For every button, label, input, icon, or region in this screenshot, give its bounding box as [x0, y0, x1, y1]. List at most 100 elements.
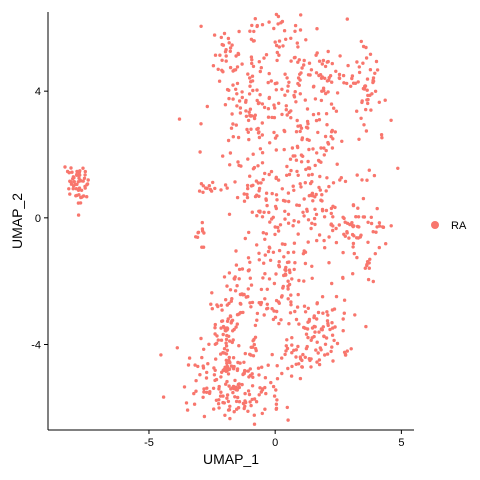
data-point-757 [272, 309, 276, 313]
data-point-1013 [251, 375, 255, 379]
data-point-828 [216, 304, 220, 309]
data-point-128 [277, 45, 281, 49]
data-point-456 [296, 173, 300, 177]
data-point-602 [256, 164, 260, 168]
data-point-503 [292, 188, 296, 192]
data-point-431 [329, 134, 333, 139]
data-point-702 [257, 258, 261, 262]
data-point-556 [305, 209, 309, 213]
data-point-779 [227, 271, 232, 275]
data-point-1075 [226, 372, 231, 376]
data-point-609 [265, 203, 269, 208]
data-point-146 [276, 22, 280, 26]
data-point-768 [228, 288, 233, 292]
data-point-927 [301, 352, 305, 357]
data-point-422 [289, 168, 293, 173]
data-point-791 [239, 302, 243, 306]
data-point-624 [352, 251, 356, 256]
data-point-841 [353, 313, 357, 317]
data-point-1053 [256, 366, 261, 370]
data-point-760 [272, 281, 277, 286]
data-point-558 [286, 221, 291, 225]
data-point-510 [234, 249, 238, 253]
data-point-1110 [237, 400, 242, 404]
data-point-789 [228, 314, 233, 318]
data-point-706 [297, 278, 301, 283]
data-point-534 [318, 188, 322, 192]
data-point-525 [327, 261, 331, 265]
data-point-447 [237, 163, 241, 168]
data-point-605 [275, 198, 279, 202]
scatter-points [63, 12, 400, 426]
data-point-89 [221, 70, 225, 74]
data-point-514 [306, 218, 311, 222]
data-point-630 [356, 206, 360, 210]
data-point-110 [309, 68, 314, 72]
data-point-498 [325, 176, 329, 180]
data-point-358 [340, 139, 344, 143]
data-point-94 [216, 67, 220, 72]
data-point-595 [255, 214, 259, 218]
data-point-108 [296, 45, 300, 49]
data-point-102 [250, 58, 254, 62]
data-point-904 [326, 313, 330, 317]
data-point-880 [306, 335, 310, 340]
data-point-314 [356, 80, 360, 84]
data-point-753 [255, 318, 259, 322]
data-point-585 [254, 179, 259, 183]
data-point-614 [257, 186, 262, 191]
data-point-864 [330, 345, 334, 349]
data-point-761 [293, 309, 297, 314]
data-point-165 [274, 88, 278, 92]
data-point-348 [244, 109, 248, 113]
data-point-659 [363, 266, 367, 270]
data-point-95 [230, 43, 234, 47]
data-point-380 [264, 191, 269, 195]
y-axis-title: UMAP_2 [9, 193, 25, 249]
data-point-475 [331, 215, 335, 219]
data-point-40 [71, 187, 75, 191]
data-point-480 [286, 250, 290, 255]
data-point-445 [314, 118, 319, 123]
data-point-1002 [202, 387, 206, 391]
data-point-225 [334, 109, 339, 113]
data-point-669 [310, 221, 314, 225]
data-point-254 [321, 86, 326, 90]
data-point-448 [306, 159, 310, 164]
data-point-517 [331, 181, 336, 185]
data-point-157 [269, 79, 273, 83]
data-point-1037 [224, 341, 228, 345]
data-point-61 [199, 182, 204, 186]
data-point-121 [289, 36, 293, 40]
data-point-940 [231, 390, 235, 395]
data-point-381 [322, 153, 326, 157]
data-point-148 [274, 12, 279, 17]
data-point-268 [308, 73, 312, 77]
data-point-920 [317, 358, 322, 362]
data-point-436 [273, 136, 278, 140]
data-point-1099 [248, 400, 252, 404]
data-point-341 [251, 88, 255, 93]
data-point-892 [290, 351, 294, 355]
data-point-493 [292, 219, 296, 223]
data-point-987 [198, 373, 202, 377]
data-point-425 [253, 113, 257, 117]
data-point-244 [293, 90, 297, 94]
data-point-1108 [202, 390, 206, 394]
data-point-301 [350, 76, 354, 81]
data-point-928 [307, 357, 311, 361]
data-point-1012 [193, 363, 197, 367]
data-point-485 [291, 154, 295, 158]
data-point-561 [329, 222, 333, 226]
data-point-329 [230, 112, 234, 116]
data-point-366 [316, 130, 320, 135]
y-tick-label-0: -4 [31, 340, 41, 352]
data-point-200 [272, 103, 276, 107]
data-point-671 [262, 210, 266, 214]
data-point-63 [213, 186, 217, 191]
data-point-631 [377, 245, 381, 250]
data-point-310 [360, 99, 364, 103]
data-point-764 [250, 300, 255, 305]
data-point-734 [267, 277, 272, 281]
